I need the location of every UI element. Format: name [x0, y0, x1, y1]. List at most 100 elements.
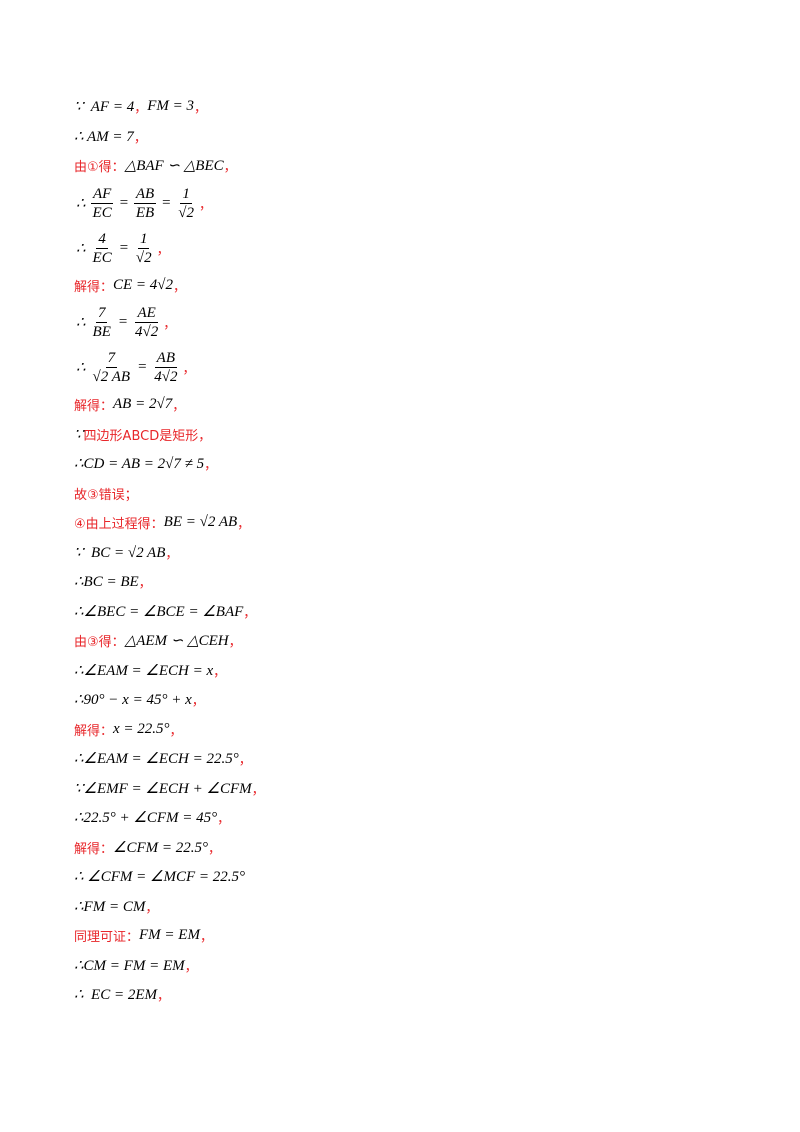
text: ， — [199, 197, 213, 213]
line: ∴90° − x = 45° + x， — [74, 685, 734, 715]
line: ∴ EC = 2EM， — [74, 980, 734, 1010]
line: ∴ 7 BE = AE 4√2， — [74, 300, 734, 345]
line: ∴ AM = 7， — [74, 122, 734, 152]
document: ∵ AF = 4， FM = 3， ∴ AM = 7，由①得： △BAF ∽ △BEC… — [74, 92, 734, 1010]
denominator: 4√2 — [154, 369, 178, 385]
text: ， — [133, 130, 147, 146]
text: ， — [138, 576, 152, 592]
fraction: AE 4√2 — [133, 304, 160, 341]
text: 解得： — [74, 723, 114, 739]
line: 故③错误； — [74, 479, 734, 509]
text: 由③得： — [74, 635, 125, 651]
denominator: EC — [92, 204, 112, 221]
text: ④由上过程得： — [74, 517, 164, 533]
text: 解得： — [74, 399, 114, 415]
line: ∴22.5° + ∠CFM = 45°， — [74, 803, 734, 833]
math-text: ∴ — [76, 195, 86, 212]
math-text: ∴CD = AB = 2√7 ≠ 5 — [74, 456, 205, 473]
text: ， — [208, 841, 222, 857]
numerator: AB — [154, 350, 177, 368]
text: 故③错误； — [74, 487, 138, 503]
math-text: ∴90° − x = 45° + x — [74, 692, 192, 709]
math-text: FM = EM — [139, 927, 200, 944]
math-text: ∵ — [74, 426, 84, 443]
math-text: △BAF ∽ △BEC — [124, 158, 224, 175]
text: 四边形ABCD是矩形， — [83, 428, 212, 444]
numerator: AE — [135, 305, 158, 323]
denominator: √2 — [135, 249, 152, 266]
line: ∴ 4 EC = 1 √2， — [74, 226, 734, 271]
fraction: AF EC — [90, 185, 114, 222]
line: 由③得： △AEM ∽ △CEH， — [74, 626, 734, 656]
math-text: ∴ — [76, 360, 86, 376]
numerator: 1 — [137, 230, 150, 249]
fraction: AB EB — [133, 185, 157, 222]
text: ， — [157, 989, 171, 1005]
text: 解得： — [74, 279, 114, 295]
math-text: BE = √2 AB — [163, 514, 238, 531]
math-text: ∴ AM = 7 — [74, 128, 134, 145]
math-text: ∴∠EAM = ∠ECH = 22.5° — [74, 751, 239, 768]
denominator: 4√2 — [135, 324, 159, 340]
math-text: ∴BC = BE — [74, 574, 139, 591]
numerator: 1 — [180, 185, 192, 204]
line: ∴ 7 √2 AB = AB 4√2， — [74, 345, 734, 390]
math-text: = — [118, 194, 129, 211]
math-text: ∵ AF = 4 — [74, 99, 135, 116]
text: 同理可证： — [74, 930, 140, 946]
line: ∴CM = FM = EM， — [74, 951, 734, 981]
math-text: ∠CFM = 22.5° — [113, 839, 208, 856]
line: ∴∠EAM = ∠ECH = x， — [74, 656, 734, 686]
math-text: FM = 3 — [147, 98, 195, 115]
text: ， — [184, 959, 198, 975]
text: ， — [223, 160, 237, 176]
line: 解得： x = 22.5°， — [74, 715, 734, 745]
text: ， — [243, 605, 257, 621]
math-text: ∴ — [76, 315, 86, 331]
fraction: 7 √2 AB — [91, 349, 133, 386]
text: ， — [191, 694, 205, 710]
math-text: = — [161, 194, 172, 211]
text: ， — [165, 546, 179, 562]
math-text: ∴ — [76, 240, 86, 257]
text: ， — [251, 782, 265, 798]
line: 解得： ∠CFM = 22.5°， — [74, 833, 734, 863]
math-text: ∴ ∠CFM = ∠MCF = 22.5° — [74, 869, 246, 886]
math-text: = — [118, 239, 129, 256]
fraction: 1 √2 — [176, 185, 196, 222]
math-text: ∵∠EMF = ∠ECH + ∠CFM — [74, 780, 252, 797]
text: ， — [134, 101, 148, 117]
text: ， — [172, 399, 186, 415]
numerator: 4 — [96, 230, 108, 249]
math-text: = — [117, 314, 128, 330]
fraction: AB 4√2 — [152, 349, 179, 386]
line: ∴FM = CM， — [74, 892, 734, 922]
line: ∴∠EAM = ∠ECH = 22.5°， — [74, 744, 734, 774]
line: 由①得： △BAF ∽ △BEC， — [74, 151, 734, 181]
numerator: AB — [133, 185, 157, 204]
line: ∵ AF = 4， FM = 3， — [74, 92, 734, 122]
math-text: AB = 2√7 — [113, 396, 173, 413]
denominator: √2 AB — [92, 369, 131, 385]
fraction: 1 √2 — [134, 230, 154, 267]
text: 解得： — [74, 841, 114, 857]
text: ， — [194, 101, 208, 117]
line: ∵ BC = √2 AB， — [74, 538, 734, 568]
text: ， — [169, 723, 183, 739]
line: ∴ AF EC = AB EB = 1 √2， — [74, 181, 734, 226]
math-text: = — [137, 359, 148, 375]
fraction: 4 EC — [91, 230, 114, 267]
math-text: ∴FM = CM — [74, 898, 146, 915]
text: ， — [213, 664, 227, 680]
text: ， — [237, 517, 251, 533]
math-text: ∴22.5° + ∠CFM = 45° — [74, 810, 218, 827]
numerator: 7 — [95, 305, 108, 323]
text: 由①得： — [74, 160, 125, 176]
denominator: √2 — [178, 204, 195, 221]
text: ， — [145, 900, 159, 916]
line: ∴CD = AB = 2√7 ≠ 5， — [74, 449, 734, 479]
denominator: BE — [92, 324, 111, 340]
line: 同理可证： FM = EM， — [74, 921, 734, 951]
math-text: ∴∠BEC = ∠BCE = ∠BAF — [74, 603, 244, 620]
